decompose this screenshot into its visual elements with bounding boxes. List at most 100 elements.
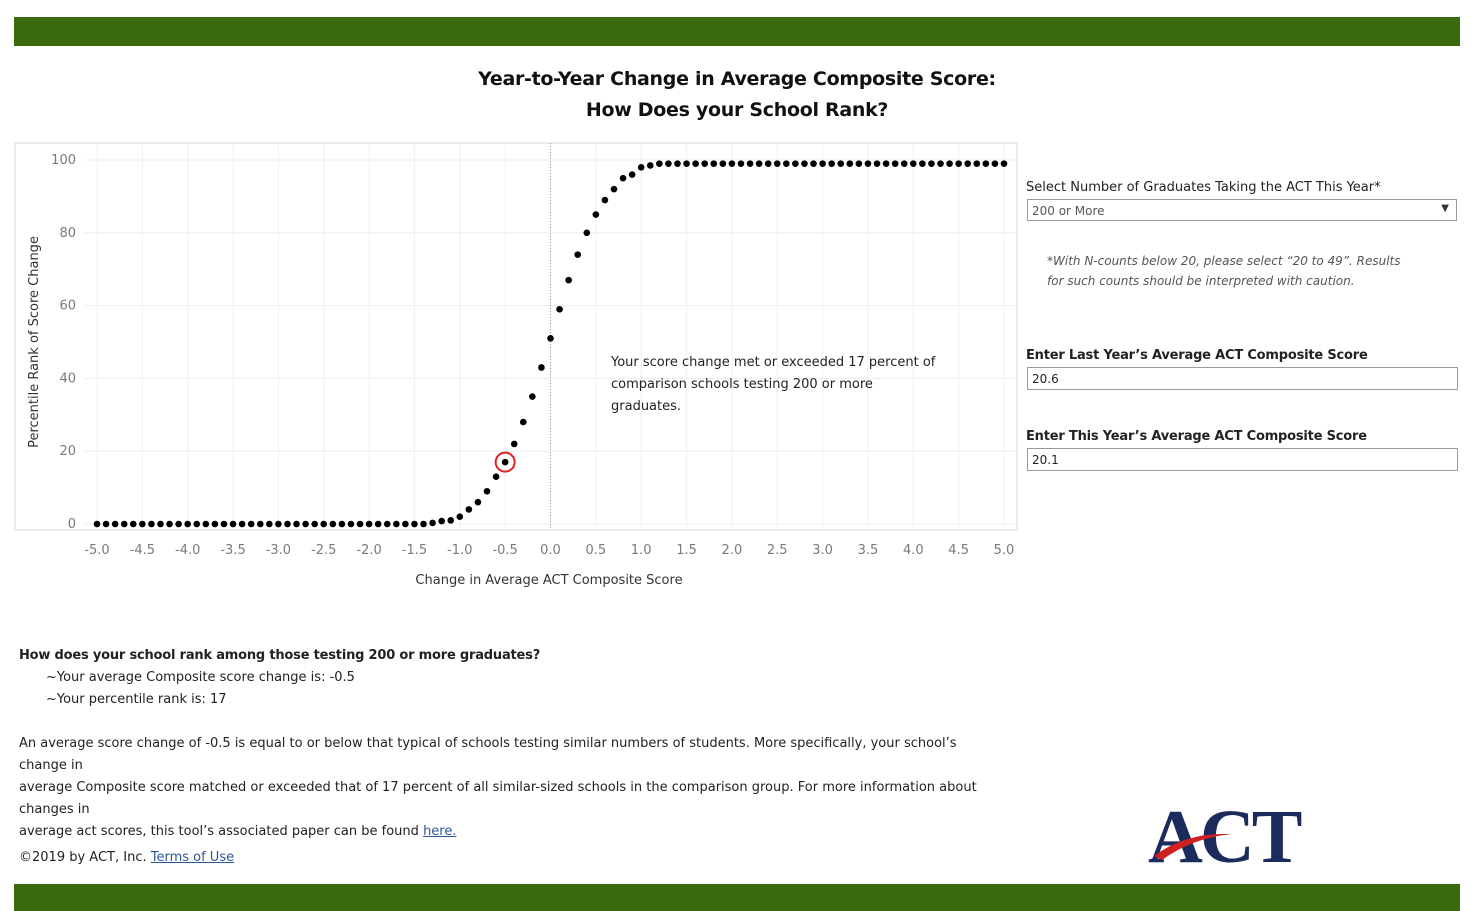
- data-point: [374, 520, 382, 528]
- data-point: [701, 160, 708, 167]
- data-point: [837, 160, 845, 167]
- data-point: [420, 520, 427, 528]
- copyright-text: ©2019 by ACT, Inc.: [19, 850, 151, 865]
- data-point: [973, 160, 981, 167]
- data-point: [456, 513, 464, 521]
- graduates-select-label: Select Number of Graduates Taking the AC…: [1026, 180, 1381, 195]
- x-tick-label: 1.5: [676, 543, 697, 558]
- data-point: [202, 520, 210, 528]
- data-point: [383, 520, 391, 528]
- last-year-label: Enter Last Year’s Average ACT Composite …: [1026, 348, 1368, 363]
- x-tick-label: -3.5: [220, 543, 245, 558]
- data-point: [338, 520, 346, 528]
- data-point: [157, 520, 164, 528]
- data-point: [656, 160, 663, 167]
- data-point: [900, 160, 908, 167]
- y-tick-label: 40: [59, 371, 76, 386]
- x-tick-label: -3.0: [266, 543, 291, 558]
- results-question: How does your school rank among those te…: [19, 648, 541, 663]
- data-point: [792, 160, 799, 167]
- data-point: [447, 517, 455, 524]
- data-point: [683, 160, 690, 167]
- last-year-score-input[interactable]: 20.6: [1027, 367, 1458, 390]
- explanation-line-1: An average score change of -0.5 is equal…: [19, 736, 957, 773]
- y-tick-label: 20: [59, 444, 76, 459]
- data-point: [474, 498, 482, 506]
- act-logo-swoosh: [1154, 833, 1232, 860]
- percentile-result: ~Your percentile rank is: 17: [46, 692, 227, 707]
- x-tick-label: 2.0: [722, 543, 743, 558]
- x-tick-label: 0.5: [586, 543, 607, 558]
- annotation-line-2: comparison schools testing 200 or more: [611, 377, 873, 392]
- data-point: [583, 229, 591, 237]
- data-point: [864, 160, 872, 167]
- y-axis-label: Percentile Rank of Score Change: [27, 236, 42, 448]
- data-point: [846, 160, 854, 167]
- data-point: [601, 196, 609, 204]
- data-point: [637, 163, 645, 171]
- data-point: [129, 520, 137, 528]
- page-title: Year-to-Year Change in Average Composite…: [478, 68, 996, 90]
- graduates-select[interactable]: 200 or More ▼: [1027, 199, 1457, 221]
- explanation-line-3-text: average act scores, this tool’s associat…: [19, 824, 424, 839]
- x-tick-label: 0.0: [540, 543, 561, 558]
- x-tick-label: 2.5: [767, 543, 788, 558]
- ncount-note-line-1: *With N-counts below 20, please select “…: [1047, 254, 1401, 268]
- this-year-score-input[interactable]: 20.1: [1027, 448, 1458, 471]
- x-tick-label: -2.5: [311, 543, 336, 558]
- data-point: [211, 520, 219, 528]
- data-point: [139, 520, 146, 528]
- data-point: [964, 160, 972, 167]
- data-point: [819, 160, 826, 167]
- data-point: [783, 160, 790, 167]
- data-point: [501, 458, 509, 466]
- data-point: [284, 520, 291, 528]
- terms-of-use-link[interactable]: Terms of Use: [150, 850, 235, 865]
- x-tick-label: -1.0: [447, 543, 472, 558]
- x-tick-label: -4.5: [130, 543, 155, 558]
- data-point: [982, 160, 990, 167]
- x-tick-label: -5.0: [84, 543, 109, 558]
- paper-link[interactable]: here.: [423, 824, 457, 839]
- data-point: [247, 520, 255, 528]
- data-point: [737, 160, 745, 167]
- data-point: [592, 211, 600, 218]
- y-tick-label: 0: [68, 517, 76, 532]
- bottom-banner: [14, 884, 1460, 911]
- percentile-chart: 0 20 40 60 80 100 -5.0 -4.5 -4.0 -3.5 -3.0 -2.5 -2.…: [14, 142, 1018, 588]
- explanation-paragraph: An average score change of -0.5 is equal…: [19, 733, 989, 843]
- chevron-down-icon[interactable]: ▼: [1441, 203, 1449, 214]
- data-point: [238, 520, 246, 528]
- data-point: [429, 519, 436, 527]
- data-point: [402, 520, 409, 528]
- data-point: [855, 160, 863, 167]
- y-axis-ticks: 0 20 40 60 80 100: [51, 153, 76, 532]
- data-point: [492, 473, 500, 480]
- data-point: [882, 160, 890, 167]
- data-point: [619, 174, 627, 182]
- x-tick-label: 4.5: [948, 543, 969, 558]
- data-point: [411, 520, 418, 528]
- x-tick-label: 3.5: [858, 543, 879, 558]
- score-change-result: ~Your average Composite score change is:…: [46, 670, 355, 685]
- data-point: [311, 520, 318, 528]
- data-point: [347, 520, 355, 528]
- data-point: [256, 520, 264, 528]
- data-point: [184, 520, 191, 528]
- data-point: [610, 185, 618, 193]
- data-point: [665, 160, 672, 167]
- data-point: [93, 520, 101, 528]
- data-point: [955, 160, 962, 167]
- x-tick-label: 1.0: [631, 543, 652, 558]
- chart-grid: [84, 143, 1017, 530]
- footer-copyright: ©2019 by ACT, Inc. Terms of Use: [19, 850, 234, 865]
- y-tick-label: 60: [59, 299, 76, 314]
- data-point: [946, 160, 953, 167]
- y-tick-label: 80: [59, 226, 76, 241]
- school-highlight-ring: [494, 451, 516, 473]
- data-point: [329, 520, 337, 528]
- data-point: [220, 520, 228, 528]
- data-point: [910, 160, 917, 167]
- plot-frame: [14, 142, 1018, 531]
- data-point: [102, 520, 110, 528]
